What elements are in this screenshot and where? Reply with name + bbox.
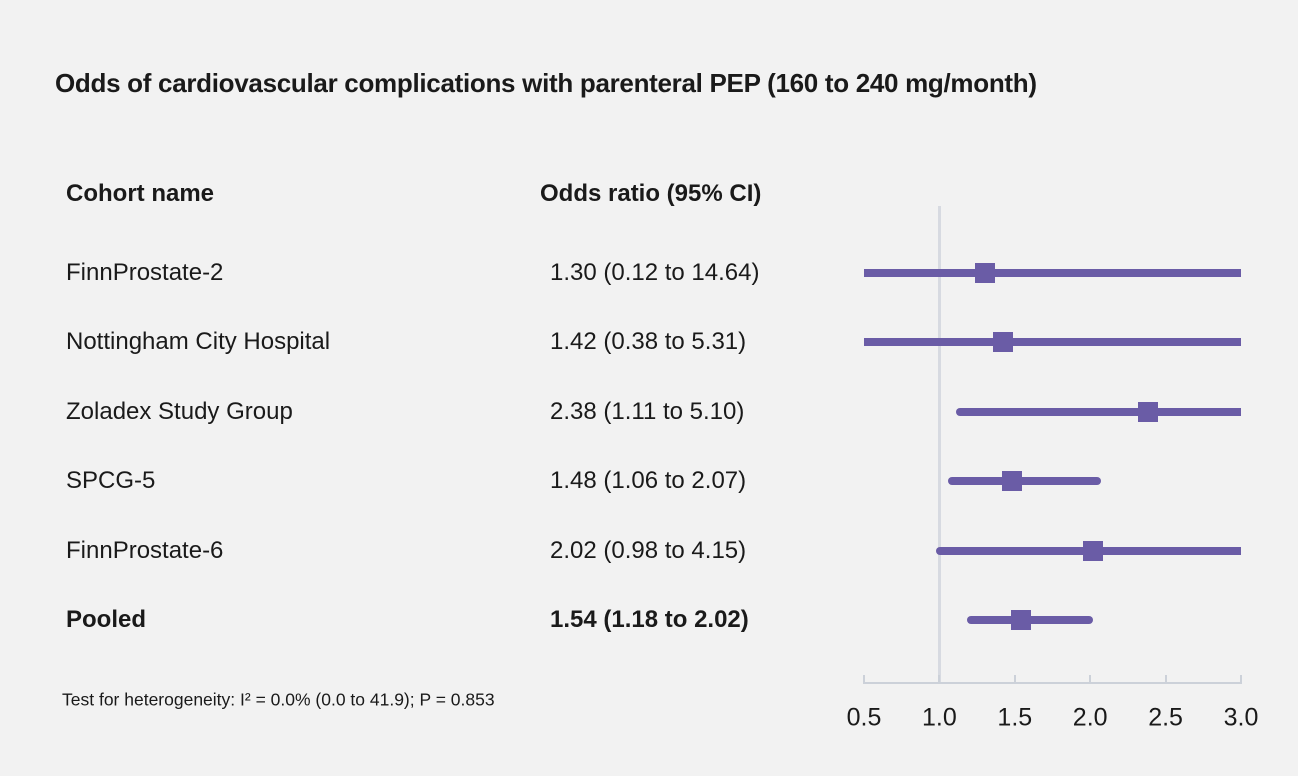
x-axis-tick xyxy=(1013,675,1016,684)
confidence-interval-line xyxy=(864,269,1241,277)
column-header-odds-ratio: Odds ratio (95% CI) xyxy=(540,180,762,207)
confidence-interval-line xyxy=(864,338,1241,347)
x-axis-tick xyxy=(863,675,865,684)
cohort-name: FinnProstate-6 xyxy=(66,536,224,564)
cohort-name: Nottingham City Hospital xyxy=(66,328,331,356)
odds-ratio-value: 1.30 (0.12 to 14.64) xyxy=(550,259,760,286)
odds-ratio-value: 1.54 (1.18 to 2.02) xyxy=(550,606,749,633)
x-tick-label: 3.0 xyxy=(1223,703,1259,732)
x-axis-tick xyxy=(1240,675,1242,684)
point-estimate-marker xyxy=(974,263,995,283)
cohort-name: Pooled xyxy=(66,606,147,633)
pooled-estimate-marker xyxy=(1010,610,1031,630)
odds-ratio-value: 1.42 (0.38 to 5.31) xyxy=(550,328,747,356)
confidence-interval-line xyxy=(955,407,1241,416)
cohort-name: FinnProstate-2 xyxy=(66,259,224,286)
x-axis-tick xyxy=(1089,675,1092,684)
x-tick-label: 0.5 xyxy=(846,703,882,732)
point-estimate-marker xyxy=(1001,471,1022,492)
reference-line xyxy=(937,206,941,684)
cohort-name: Zoladex Study Group xyxy=(66,397,293,425)
chart-title: Odds of cardiovascular complications wit… xyxy=(55,68,1037,98)
point-estimate-marker xyxy=(992,332,1013,353)
column-header-cohort: Cohort name xyxy=(66,180,215,207)
x-axis-tick xyxy=(938,675,941,684)
point-estimate-marker xyxy=(1083,540,1104,561)
odds-ratio-value: 2.02 (0.98 to 4.15) xyxy=(550,536,747,564)
x-tick-label: 1.0 xyxy=(922,703,957,732)
point-estimate-marker xyxy=(1137,401,1158,422)
x-tick-label: 2.0 xyxy=(1072,703,1108,732)
odds-ratio-value: 1.48 (1.06 to 2.07) xyxy=(550,467,747,495)
x-axis-line xyxy=(864,682,1241,684)
confidence-interval-line xyxy=(948,477,1101,486)
x-axis-tick xyxy=(1164,675,1167,684)
cohort-name: SPCG-5 xyxy=(66,467,156,495)
x-tick-label: 2.5 xyxy=(1148,703,1183,732)
odds-ratio-value: 2.38 (1.11 to 5.10) xyxy=(550,397,745,425)
x-tick-label: 1.5 xyxy=(997,703,1033,732)
heterogeneity-footnote: Test for heterogeneity: I² = 0.0% (0.0 t… xyxy=(62,689,495,710)
